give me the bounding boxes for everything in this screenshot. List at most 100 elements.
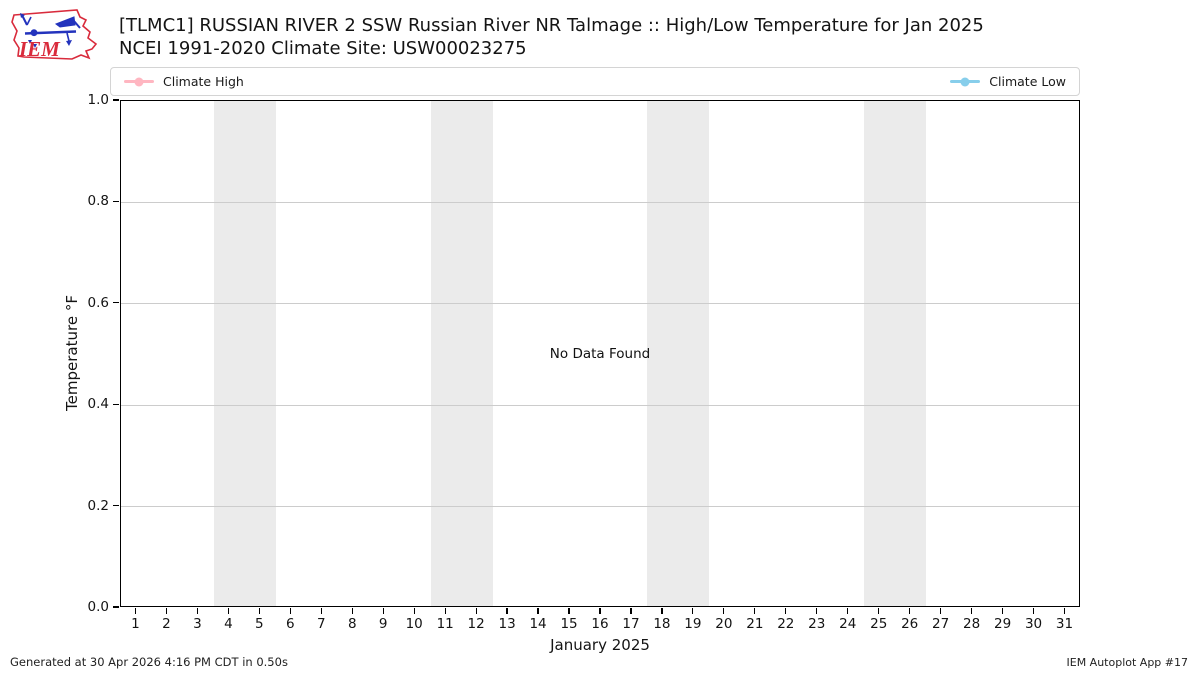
x-tick-mark: [599, 608, 601, 614]
title-line2: NCEI 1991-2020 Climate Site: USW00023275: [119, 38, 527, 59]
plot-area: No Data Found: [120, 100, 1080, 607]
x-tick-label: 28: [963, 616, 981, 632]
chart-title: [TLMC1] RUSSIAN RIVER 2 SSW Russian Rive…: [119, 14, 984, 60]
x-tick-mark: [196, 608, 198, 614]
y-tick-label: 0.0: [87, 599, 109, 615]
x-tick-mark: [1001, 608, 1004, 614]
climate-high-marker-icon: [124, 77, 154, 86]
legend: Climate High Climate Low: [110, 67, 1080, 96]
x-tick-label: 23: [808, 616, 826, 632]
y-tick-mark: [113, 200, 119, 202]
title-line1: [TLMC1] RUSSIAN RIVER 2 SSW Russian Rive…: [119, 15, 984, 36]
x-tick-mark: [971, 608, 973, 614]
legend-item-climate-low: Climate Low: [950, 74, 1066, 89]
x-tick-label: 15: [560, 616, 578, 632]
y-tick-label: 1.0: [87, 92, 109, 108]
x-tick-mark: [754, 608, 756, 614]
y-tick-mark: [113, 99, 119, 101]
climate-low-marker-icon: [950, 77, 981, 86]
y-tick-mark: [113, 505, 119, 507]
iem-logo-text: IEM: [18, 37, 61, 61]
x-tick-label: 11: [436, 616, 454, 632]
x-tick-label: 22: [777, 616, 795, 632]
x-tick-mark: [785, 608, 787, 614]
gridline: [121, 404, 1079, 406]
y-tick-mark: [113, 403, 119, 405]
climate-low-dot-icon: [960, 77, 970, 86]
x-tick-label: 26: [901, 616, 919, 632]
x-tick-label: 20: [715, 616, 733, 632]
x-tick-label: 8: [347, 616, 357, 632]
y-tick-label: 0.4: [87, 396, 109, 413]
no-data-message: No Data Found: [549, 345, 651, 362]
x-axis-label: January 2025: [550, 636, 650, 654]
y-tick-mark: [113, 606, 119, 608]
x-tick-label: 10: [405, 616, 423, 632]
legend-label-climate-low: Climate Low: [989, 74, 1066, 89]
y-tick-label: 0.2: [87, 497, 109, 514]
x-tick-mark: [382, 608, 384, 614]
x-tick-label: 13: [498, 616, 516, 632]
x-tick-mark: [444, 608, 446, 614]
legend-label-climate-high: Climate High: [163, 74, 244, 89]
weekend-shading-band: [213, 101, 276, 606]
legend-item-climate-high: Climate High: [124, 74, 244, 89]
x-tick-mark: [940, 608, 942, 614]
x-tick-label: 21: [746, 616, 764, 632]
x-tick-mark: [537, 608, 539, 614]
app-credit: IEM Autoplot App #17: [1066, 656, 1189, 669]
x-tick-label: 25: [870, 616, 888, 632]
x-tick-mark: [1032, 608, 1035, 614]
x-tick-mark: [413, 608, 415, 614]
y-tick-mark: [113, 302, 119, 304]
x-tick-mark: [723, 608, 725, 614]
iowa-outline-icon: [11, 9, 98, 60]
x-tick-label: 12: [467, 616, 485, 632]
y-axis-label: Temperature °F: [63, 295, 81, 411]
weekend-shading-band: [430, 101, 493, 606]
x-tick-label: 19: [684, 616, 702, 632]
x-tick-label: 9: [378, 616, 388, 632]
x-tick-mark: [661, 608, 663, 614]
climate-high-dot-icon: [134, 77, 144, 86]
x-tick-mark: [134, 608, 137, 614]
x-tick-mark: [692, 608, 694, 614]
x-tick-mark: [816, 608, 818, 614]
gridline: [121, 201, 1079, 203]
x-tick-mark: [351, 608, 353, 614]
x-tick-mark: [568, 608, 570, 614]
x-tick-label: 3: [193, 616, 202, 632]
x-tick-mark: [506, 608, 508, 614]
gridline: [121, 506, 1079, 508]
generated-timestamp: Generated at 30 Apr 2026 4:16 PM CDT in …: [10, 655, 288, 669]
x-tick-mark: [630, 608, 632, 614]
x-tick-label: 31: [1055, 616, 1074, 632]
x-tick-label: 30: [1024, 616, 1043, 632]
gridline: [121, 303, 1079, 305]
x-tick-label: 29: [993, 616, 1012, 632]
x-tick-label: 14: [529, 616, 547, 632]
x-tick-mark: [165, 608, 168, 614]
weather-vane-icon: [20, 13, 81, 48]
x-tick-label: 18: [653, 616, 671, 632]
x-tick-mark: [847, 608, 849, 614]
x-tick-mark: [258, 608, 260, 614]
x-tick-label: 5: [255, 616, 264, 632]
iem-logo: IEM: [11, 9, 98, 61]
y-tick-label: 0.6: [87, 294, 109, 311]
x-tick-label: 6: [286, 616, 295, 632]
x-tick-label: 1: [131, 616, 140, 632]
weekend-shading-band: [647, 101, 710, 606]
x-tick-mark: [227, 608, 229, 614]
x-tick-mark: [289, 608, 291, 614]
x-tick-label: 2: [162, 616, 171, 632]
x-tick-mark: [1063, 608, 1066, 614]
y-tick-label: 0.8: [87, 193, 109, 210]
x-tick-mark: [909, 608, 911, 614]
x-tick-mark: [475, 608, 477, 614]
x-tick-label: 17: [622, 616, 640, 632]
x-tick-label: 7: [316, 616, 326, 632]
x-tick-label: 16: [591, 616, 609, 632]
x-tick-label: 4: [224, 616, 233, 632]
